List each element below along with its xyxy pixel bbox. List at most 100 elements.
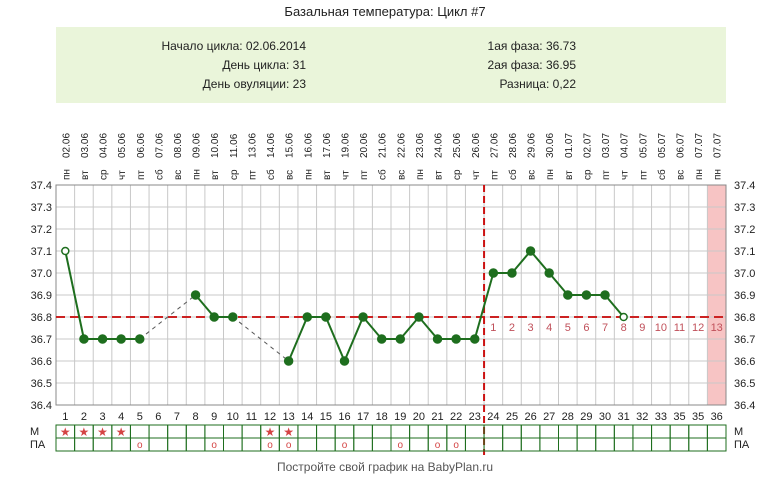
date-label: 10.06 bbox=[210, 133, 221, 158]
luteal-day-number: 11 bbox=[674, 322, 685, 334]
date-label: 14.06 bbox=[266, 133, 277, 158]
row-cell bbox=[167, 437, 187, 452]
y-tick-label-right: 36.5 bbox=[734, 378, 755, 390]
weekday-label: ср bbox=[229, 169, 240, 180]
day-number-label: 21 bbox=[431, 411, 443, 423]
day-number-label: 35 bbox=[673, 411, 685, 423]
date-label: 09.06 bbox=[192, 133, 203, 158]
temperature-point bbox=[61, 246, 70, 256]
row-cell bbox=[595, 437, 615, 452]
row-marker: o bbox=[137, 440, 143, 451]
temperature-line-segment bbox=[64, 250, 85, 340]
luteal-day-number: 5 bbox=[565, 322, 571, 334]
row-cell bbox=[148, 424, 169, 439]
row-marker: o bbox=[211, 440, 217, 451]
date-label: 04.06 bbox=[99, 133, 110, 158]
row-cell bbox=[464, 437, 485, 452]
day-number-label: 27 bbox=[543, 411, 555, 423]
temperature-point bbox=[470, 334, 480, 344]
date-label: 08.06 bbox=[173, 133, 184, 158]
row-cell bbox=[632, 424, 653, 439]
row-cell bbox=[483, 424, 504, 439]
day-number-label: 17 bbox=[357, 411, 369, 423]
date-label: 30.06 bbox=[545, 133, 556, 158]
y-tick-label-left: 37.2 bbox=[31, 224, 52, 236]
date-label: 02.06 bbox=[61, 133, 72, 158]
row-cell bbox=[502, 424, 522, 439]
y-tick-label-right: 37.3 bbox=[734, 202, 755, 214]
row-marker: ★ bbox=[283, 425, 294, 439]
weekday-label: пт bbox=[601, 170, 612, 180]
y-tick-label-right: 36.6 bbox=[734, 356, 755, 368]
day-number-label: 16 bbox=[338, 411, 350, 423]
date-label: 04.07 bbox=[620, 133, 631, 158]
weekday-label: ср bbox=[452, 169, 463, 180]
temperature-point bbox=[581, 290, 592, 300]
row-cell bbox=[316, 437, 336, 452]
day-number-label: 32 bbox=[636, 411, 648, 423]
temperature-point bbox=[97, 334, 108, 344]
row-cell bbox=[502, 437, 522, 452]
day-number-label: 29 bbox=[580, 411, 592, 423]
weekday-label: сб bbox=[265, 169, 277, 180]
row-cell bbox=[223, 424, 243, 439]
day-number-label: 8 bbox=[193, 411, 199, 423]
y-tick-label-right: 37.0 bbox=[734, 268, 755, 280]
row-cell bbox=[167, 424, 187, 439]
temperature-line-segment bbox=[529, 250, 550, 274]
row-marker: o bbox=[286, 440, 292, 451]
date-label: 22.06 bbox=[396, 133, 407, 158]
day-number-label: 15 bbox=[320, 411, 332, 423]
row-label-right: ПА bbox=[734, 439, 750, 451]
row-cell bbox=[409, 437, 429, 452]
date-label: 17.06 bbox=[322, 133, 333, 158]
y-tick-label-right: 36.9 bbox=[734, 290, 755, 302]
day-number-label: 6 bbox=[155, 411, 161, 423]
date-label: 24.06 bbox=[434, 133, 445, 158]
weekday-label: вт bbox=[434, 170, 445, 180]
temperature-point bbox=[414, 312, 424, 322]
chart-title: Базальная температура: Цикл #7 bbox=[284, 4, 486, 19]
date-label: 07.06 bbox=[154, 133, 165, 158]
weekday-label: пн bbox=[713, 169, 724, 180]
date-label: 15.06 bbox=[285, 133, 296, 158]
date-label: 29.06 bbox=[527, 133, 538, 158]
temperature-point bbox=[395, 334, 406, 344]
row-cell bbox=[520, 424, 541, 439]
row-cell bbox=[651, 424, 671, 439]
weekday-label: вс bbox=[675, 170, 686, 180]
temperature-point bbox=[600, 290, 610, 300]
day-number-label: 23 bbox=[469, 411, 481, 423]
temperature-line-segment bbox=[511, 250, 532, 274]
day-number-label: 1 bbox=[62, 411, 68, 423]
row-marker: ★ bbox=[97, 425, 108, 439]
weekday-label: вт bbox=[210, 170, 221, 180]
row-cell bbox=[483, 437, 504, 452]
row-cell bbox=[669, 424, 690, 439]
weekday-label: пт bbox=[359, 170, 370, 180]
row-cell bbox=[297, 424, 318, 439]
temperature-point bbox=[283, 356, 294, 366]
day-number-label: 18 bbox=[376, 411, 388, 423]
weekday-label: пт bbox=[247, 170, 258, 180]
day-number-label: 2 bbox=[81, 411, 87, 423]
date-label: 05.06 bbox=[117, 133, 128, 158]
weekday-label: ср bbox=[582, 169, 593, 180]
y-tick-label-left: 37.0 bbox=[31, 268, 52, 280]
day-number-label: 10 bbox=[227, 411, 239, 423]
row-cell bbox=[409, 424, 429, 439]
day-number-label: 3 bbox=[99, 411, 105, 423]
row-cell bbox=[632, 437, 653, 452]
phase2-text: 2ая фаза: 36.95 bbox=[487, 58, 576, 72]
temperature-point bbox=[376, 334, 387, 344]
row-cell bbox=[706, 437, 727, 452]
day-number-label: 13 bbox=[283, 411, 295, 423]
row-marker: ★ bbox=[265, 425, 276, 439]
day-number-label: 24 bbox=[487, 411, 499, 423]
temperature-point bbox=[135, 334, 145, 344]
footer-text[interactable]: Постройте свой график на BabyPlan.ru bbox=[276, 460, 494, 474]
temperature-line-segment bbox=[418, 316, 439, 340]
date-label: 16.06 bbox=[303, 133, 314, 158]
temperature-gap-segment bbox=[232, 316, 289, 362]
